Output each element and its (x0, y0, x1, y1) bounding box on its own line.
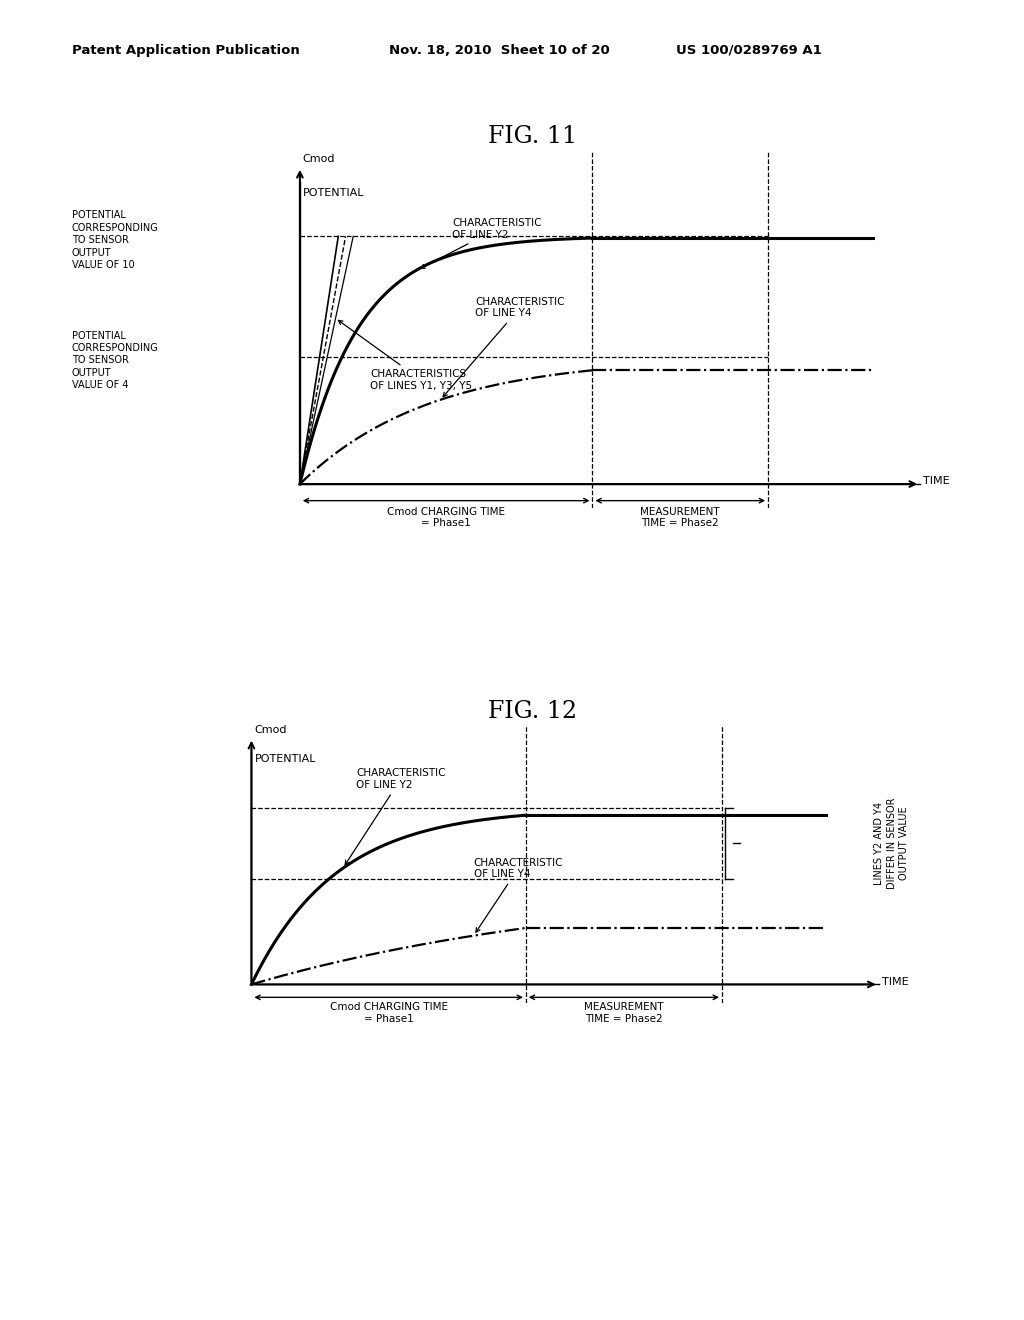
Text: POTENTIAL
CORRESPONDING
TO SENSOR
OUTPUT
VALUE OF 4: POTENTIAL CORRESPONDING TO SENSOR OUTPUT… (72, 330, 159, 391)
Text: Patent Application Publication: Patent Application Publication (72, 44, 299, 57)
Text: LINES Y2 AND Y4
DIFFER IN SENSOR
OUTPUT VALUE: LINES Y2 AND Y4 DIFFER IN SENSOR OUTPUT … (874, 797, 909, 890)
Text: FIG. 12: FIG. 12 (487, 700, 578, 722)
Text: Cmod: Cmod (255, 726, 287, 735)
Text: CHARACTERISTICS
OF LINES Y1, Y3, Y5: CHARACTERISTICS OF LINES Y1, Y3, Y5 (338, 321, 472, 391)
Text: US 100/0289769 A1: US 100/0289769 A1 (676, 44, 821, 57)
Text: POTENTIAL: POTENTIAL (303, 187, 365, 198)
Text: POTENTIAL
CORRESPONDING
TO SENSOR
OUTPUT
VALUE OF 10: POTENTIAL CORRESPONDING TO SENSOR OUTPUT… (72, 210, 159, 271)
Text: TIME: TIME (882, 977, 908, 987)
Text: MEASUREMENT
TIME = Phase2: MEASUREMENT TIME = Phase2 (640, 507, 720, 528)
Text: TIME: TIME (923, 477, 949, 486)
Text: CHARACTERISTIC
OF LINE Y2: CHARACTERISTIC OF LINE Y2 (421, 218, 542, 268)
Text: Cmod CHARGING TIME
= Phase1: Cmod CHARGING TIME = Phase1 (330, 1002, 447, 1023)
Text: Cmod: Cmod (303, 154, 335, 164)
Text: Nov. 18, 2010  Sheet 10 of 20: Nov. 18, 2010 Sheet 10 of 20 (389, 44, 610, 57)
Text: POTENTIAL: POTENTIAL (255, 754, 316, 764)
Text: CHARACTERISTIC
OF LINE Y2: CHARACTERISTIC OF LINE Y2 (345, 768, 445, 865)
Text: FIG. 11: FIG. 11 (487, 125, 578, 148)
Text: Cmod CHARGING TIME
= Phase1: Cmod CHARGING TIME = Phase1 (387, 507, 505, 528)
Text: CHARACTERISTIC
OF LINE Y4: CHARACTERISTIC OF LINE Y4 (473, 858, 563, 932)
Text: MEASUREMENT
TIME = Phase2: MEASUREMENT TIME = Phase2 (584, 1002, 664, 1023)
Text: CHARACTERISTIC
OF LINE Y4: CHARACTERISTIC OF LINE Y4 (443, 297, 565, 397)
